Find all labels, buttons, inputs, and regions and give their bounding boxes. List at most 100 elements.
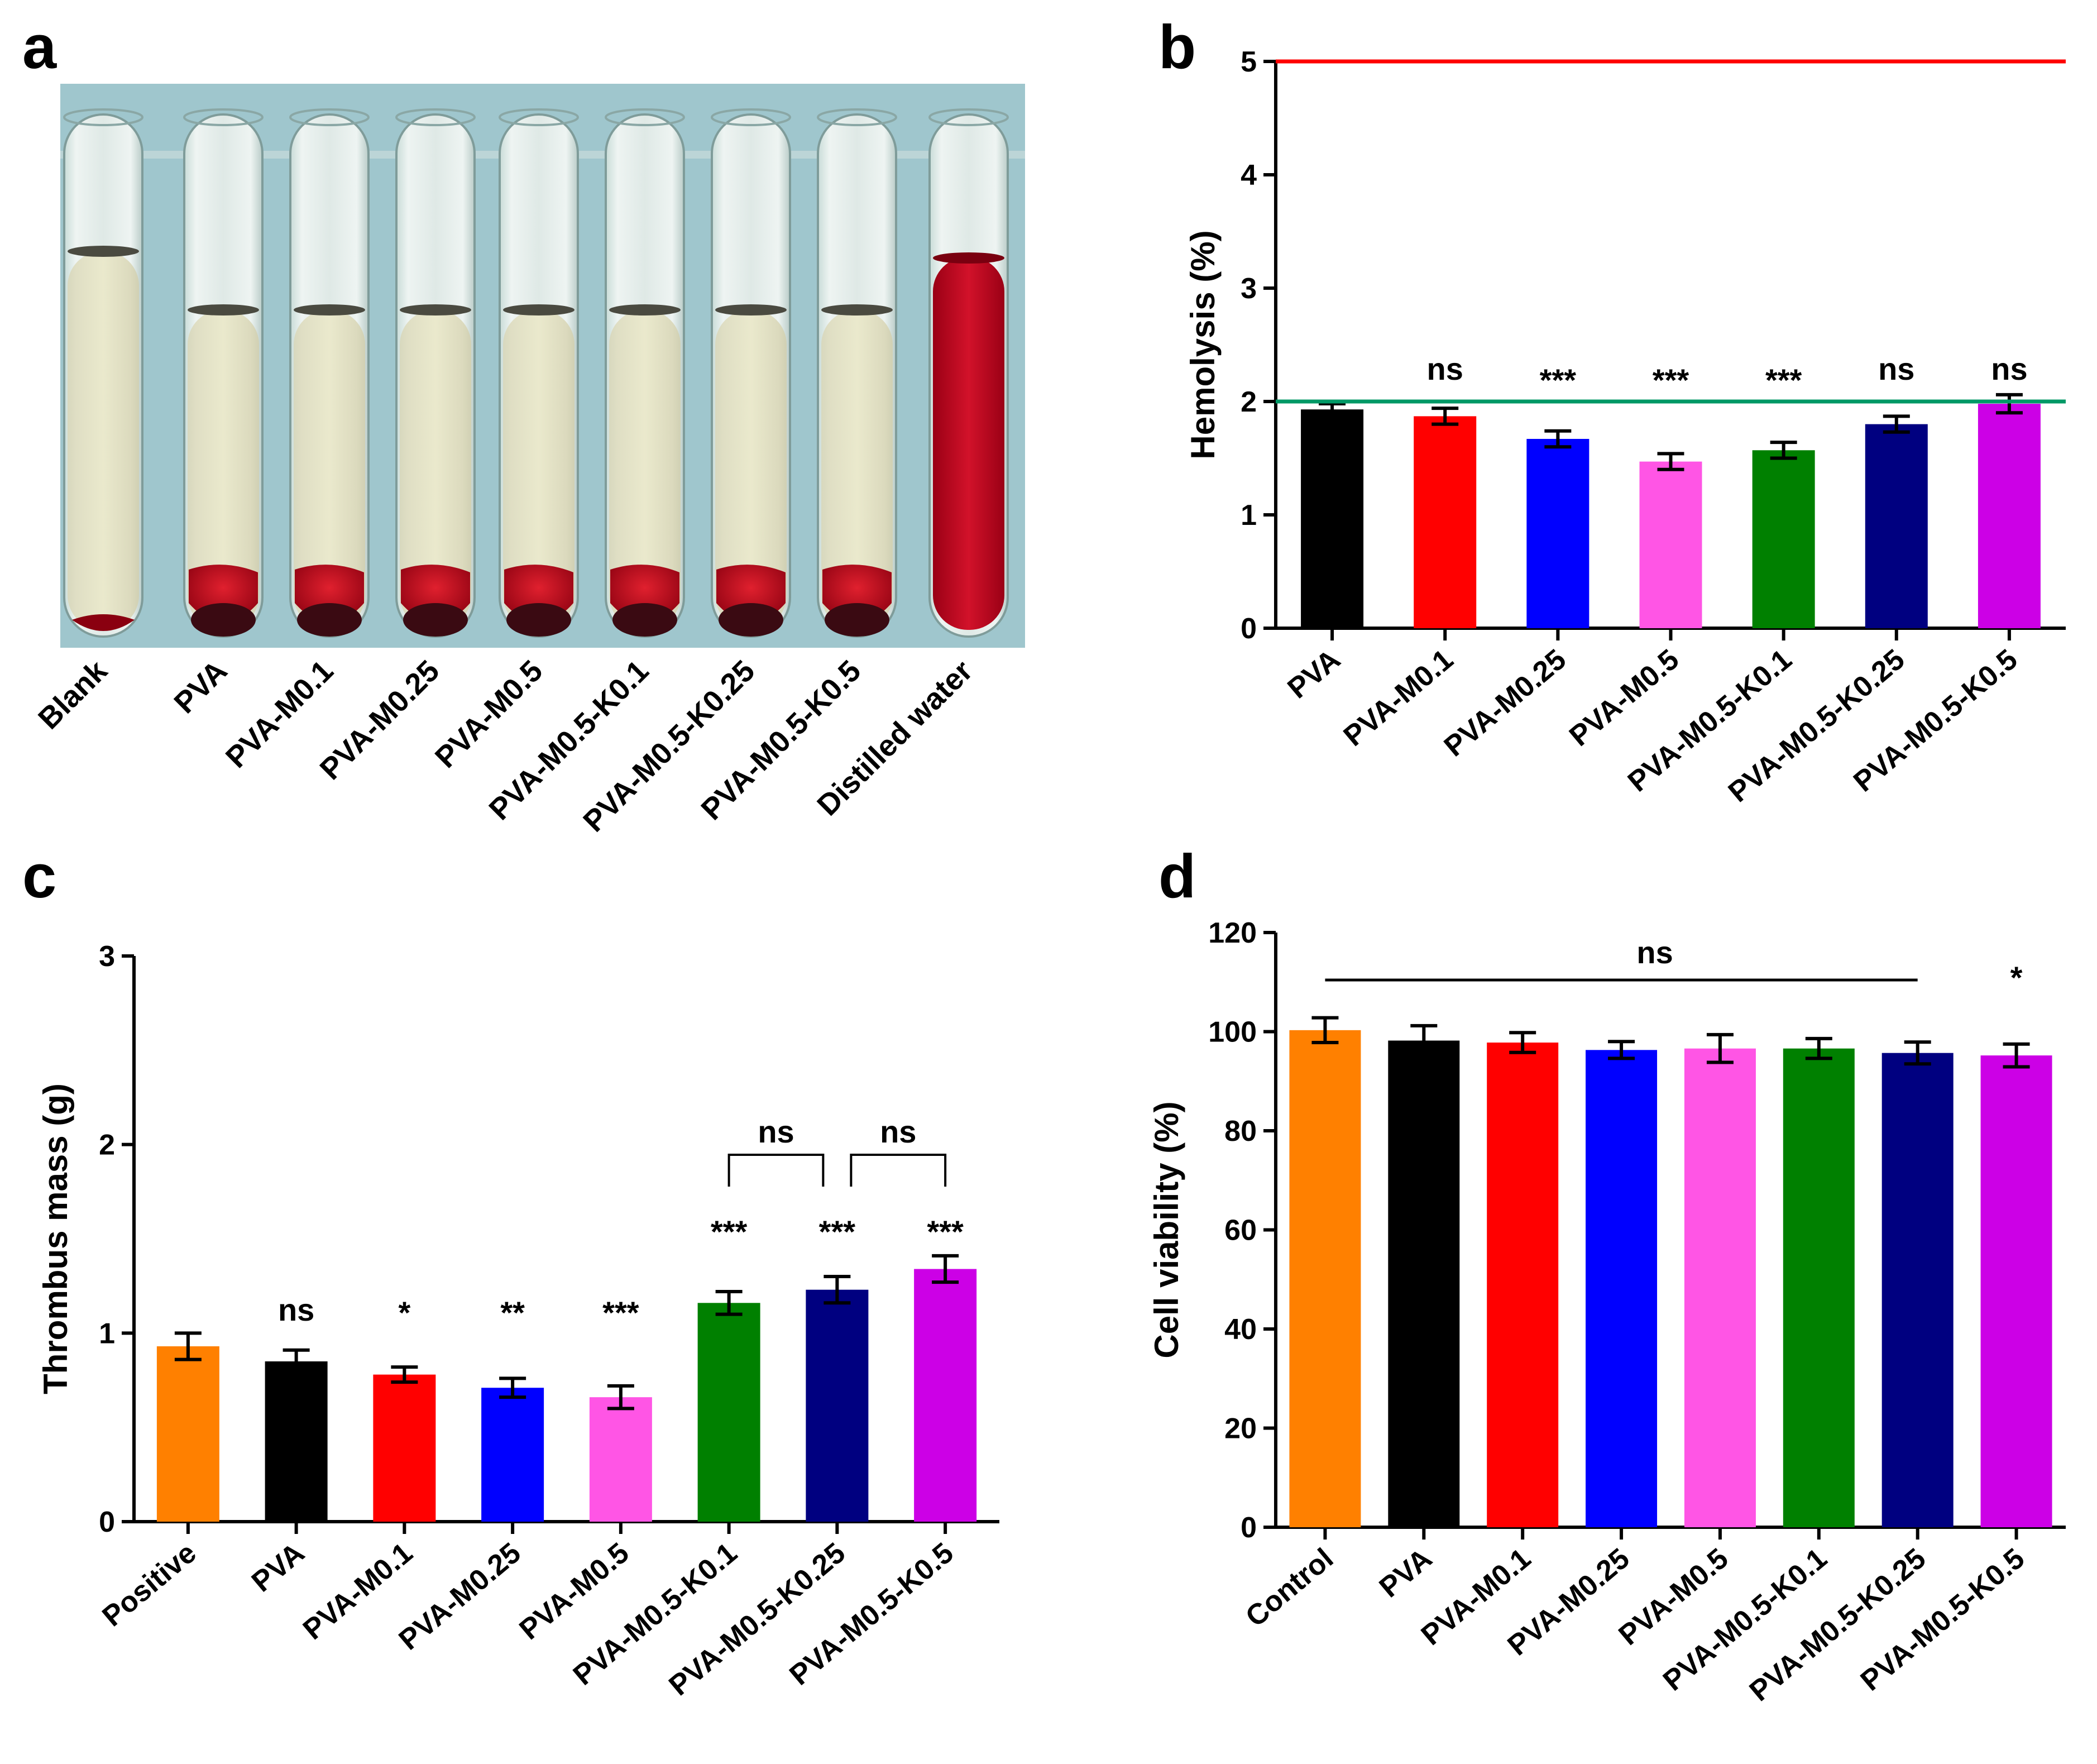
x-tick-label: PVA-M0.5-K0.5 bbox=[1855, 1542, 2031, 1698]
supernatant bbox=[503, 310, 574, 630]
meniscus bbox=[933, 252, 1004, 264]
y-tick-label: 4 bbox=[1241, 159, 1257, 192]
significance-label: ** bbox=[500, 1295, 525, 1330]
y-axis-label: Thrombus mass (g) bbox=[37, 1083, 74, 1394]
tube-pva-m0-5-k0-25 bbox=[711, 108, 791, 638]
tube-pva-m0-25 bbox=[395, 108, 476, 638]
tube-pva-m0-1 bbox=[289, 108, 370, 638]
y-axis-label: Cell viability (%) bbox=[1148, 1101, 1185, 1358]
y-tick-label: 80 bbox=[1224, 1115, 1257, 1148]
pellet-bottom bbox=[403, 603, 468, 637]
rbc-pellet bbox=[72, 614, 135, 631]
pellet-bottom bbox=[297, 603, 362, 637]
significance-label: *** bbox=[927, 1214, 964, 1249]
bar-pva-m0-5 bbox=[1639, 461, 1702, 628]
significance-label: *** bbox=[1540, 362, 1577, 398]
bar-pva-m0-25 bbox=[481, 1388, 544, 1522]
y-tick-label: 2 bbox=[99, 1129, 115, 1161]
meniscus bbox=[400, 304, 471, 315]
supernatant bbox=[400, 310, 471, 630]
tube-rim bbox=[605, 108, 685, 126]
panel-letter-b: b bbox=[1158, 13, 1196, 82]
meniscus bbox=[68, 246, 139, 257]
tube-rim bbox=[928, 108, 1009, 126]
x-tick-label: PVA-M0.5-K0.25 bbox=[1744, 1542, 1932, 1708]
bar-pva-m0-1 bbox=[1414, 416, 1477, 628]
y-tick-label: 2 bbox=[1241, 386, 1257, 418]
bar-pva-m0-5-k0-1 bbox=[1752, 450, 1815, 628]
y-tick-label: 3 bbox=[1241, 273, 1257, 305]
meniscus bbox=[294, 304, 365, 315]
supernatant bbox=[609, 310, 681, 630]
tube-label: PVA bbox=[167, 654, 233, 720]
bracket-label: ns bbox=[758, 1114, 794, 1149]
y-tick-label: 0 bbox=[1241, 1512, 1257, 1544]
bar-pva-m0-25 bbox=[1526, 438, 1589, 628]
significance-label: ns bbox=[1991, 351, 2027, 386]
bracket-label: ns bbox=[880, 1114, 916, 1149]
bar-pva-m0-5 bbox=[589, 1397, 652, 1522]
tube-pva-m0-5 bbox=[499, 108, 579, 638]
y-tick-label: 5 bbox=[1241, 46, 1257, 78]
bar-control bbox=[1289, 1030, 1361, 1527]
bar-pva-m0-5-k0-25 bbox=[1865, 424, 1928, 628]
significance-bracket bbox=[727, 1154, 825, 1187]
x-tick-label: PVA bbox=[1282, 643, 1347, 705]
meniscus bbox=[821, 304, 893, 315]
y-tick-label: 40 bbox=[1224, 1313, 1257, 1346]
significance-label: ns bbox=[278, 1292, 314, 1327]
meniscus bbox=[609, 304, 681, 315]
bar-pva bbox=[265, 1361, 328, 1522]
x-tick-label: PVA-M0.25 bbox=[1438, 643, 1572, 763]
bar-positive bbox=[156, 1346, 219, 1522]
meniscus bbox=[188, 304, 259, 315]
bar-pva-m0-1 bbox=[373, 1374, 436, 1522]
pellet-bottom bbox=[506, 603, 571, 637]
bar-pva bbox=[1388, 1040, 1460, 1527]
tube-pva-m0-5-k0-1 bbox=[605, 108, 685, 638]
y-tick-label: 3 bbox=[99, 940, 115, 973]
y-tick-label: 100 bbox=[1208, 1016, 1257, 1049]
meniscus bbox=[715, 304, 787, 315]
y-tick-label: 20 bbox=[1224, 1413, 1257, 1445]
pellet-bottom bbox=[612, 603, 677, 637]
bar-pva-m0-5-k0-25 bbox=[1881, 1053, 1954, 1527]
hemolyzed-solution bbox=[933, 257, 1004, 630]
chart-cell-viability: 0 20 40 60 80 100 120 Cell viability (%) Control… bbox=[1148, 917, 2066, 1708]
tube-blank bbox=[63, 108, 143, 638]
tube-pva-m0-5-k0-5 bbox=[817, 108, 897, 638]
y-tick-label: 60 bbox=[1224, 1215, 1257, 1247]
bar-pva-m0-5-k0-5 bbox=[1978, 404, 2041, 628]
y-tick-label: 120 bbox=[1208, 917, 1257, 949]
panel-letter-a: a bbox=[22, 13, 57, 82]
tube-rim bbox=[711, 108, 791, 126]
bar-pva-m0-5 bbox=[1684, 1048, 1756, 1527]
supernatant bbox=[715, 310, 787, 630]
panel-a-photo: Blank PVAPVA-M0.1PVA-M0.25PVA-M0.5PVA-M0.… bbox=[32, 84, 1025, 838]
x-tick-label: Control bbox=[1239, 1542, 1339, 1633]
significance-label: *** bbox=[602, 1295, 639, 1330]
tube-pva bbox=[183, 108, 264, 638]
significance-label: *** bbox=[819, 1214, 856, 1249]
pellet-bottom bbox=[191, 603, 256, 637]
tube-label: Blank bbox=[32, 653, 114, 735]
significance-label: ns bbox=[1427, 351, 1463, 386]
bar-pva bbox=[1301, 409, 1364, 628]
y-tick-label: 0 bbox=[1241, 613, 1257, 645]
bar-pva-m0-5-k0-5 bbox=[1980, 1055, 2052, 1527]
bar-pva-m0-5-k0-1 bbox=[697, 1303, 760, 1522]
pellet-bottom bbox=[719, 603, 783, 637]
significance-label: * bbox=[398, 1295, 410, 1330]
x-tick-label: PVA bbox=[246, 1537, 310, 1599]
tube-rim bbox=[183, 108, 264, 126]
supernatant bbox=[294, 310, 365, 630]
supernatant bbox=[68, 251, 139, 630]
tube-rim bbox=[395, 108, 476, 126]
significance-label: ns bbox=[1878, 351, 1914, 386]
x-tick-label: PVA bbox=[1373, 1542, 1438, 1604]
y-tick-label: 1 bbox=[1241, 499, 1257, 532]
panel-letter-c: c bbox=[22, 842, 57, 911]
pellet-bottom bbox=[825, 603, 889, 637]
